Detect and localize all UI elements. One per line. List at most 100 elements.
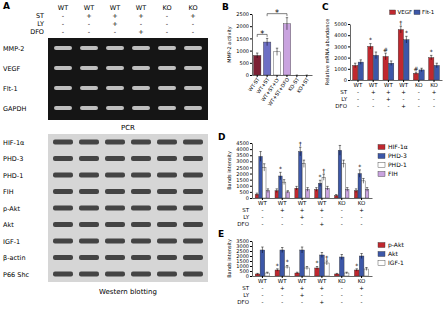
bar <box>320 255 325 276</box>
x-tick: KO <box>338 276 346 284</box>
y-tick: 0 <box>246 72 252 78</box>
error-bar <box>366 188 368 192</box>
error-line <box>323 174 324 180</box>
condition-cell: - <box>301 299 303 305</box>
condition-cell: KO <box>188 4 197 12</box>
tick-mark <box>250 155 252 156</box>
gel-band <box>54 66 72 70</box>
bar <box>362 181 365 198</box>
condition-cell: + <box>280 207 285 213</box>
error-line <box>276 189 277 193</box>
blot-row-label: HIF-1α <box>3 139 24 147</box>
error-line <box>287 191 288 193</box>
gel-band <box>132 46 150 50</box>
error-bar <box>430 55 432 59</box>
annotations: *#†*#* <box>369 19 433 72</box>
condition-label: DFO <box>237 299 249 305</box>
legend: VEGFFlt-1 <box>390 9 435 15</box>
bar <box>322 177 325 198</box>
blot-band <box>157 272 177 277</box>
blot-band <box>131 255 151 260</box>
plot-area <box>255 145 369 198</box>
blot-band <box>183 206 203 211</box>
error-bar <box>276 48 278 55</box>
condition-label: DFO <box>335 103 347 109</box>
condition-cell: + <box>86 12 91 20</box>
error-cap <box>341 254 343 255</box>
blot-row-label: FIH <box>3 188 14 196</box>
tick-mark <box>277 75 278 77</box>
blot-band <box>131 189 151 194</box>
error-bar <box>263 164 265 171</box>
error-bar <box>326 186 328 190</box>
error-cap <box>276 48 278 49</box>
bar <box>339 257 344 276</box>
error-line <box>406 36 407 43</box>
gel-band <box>158 66 176 70</box>
condition-cell: - <box>166 28 169 36</box>
error-bar <box>259 152 261 162</box>
tick-mark <box>348 35 350 36</box>
panel-a: AWTWTWTWTKOKOST-+++-+LY--+---DFO---+--MM… <box>3 1 208 296</box>
error-bar <box>301 247 303 253</box>
significance-mark: * <box>430 48 433 55</box>
error-cap <box>436 63 438 64</box>
tick-mark <box>286 75 287 77</box>
error-line <box>370 44 371 50</box>
error-bar <box>286 18 288 30</box>
tick-label: WT <box>258 278 267 284</box>
blot-band <box>105 173 125 178</box>
bar <box>334 196 337 198</box>
blot-band <box>105 206 125 211</box>
tick-mark <box>348 58 350 59</box>
legend: HIF-1αPHD-3PHD-1FIH <box>378 143 408 177</box>
x-axis: WTWTWTWTKOKO <box>253 198 373 206</box>
error-line <box>356 269 357 271</box>
error-line <box>302 247 303 253</box>
error-bar <box>256 273 258 274</box>
tick-mark <box>250 167 252 168</box>
significance-mark: † <box>322 167 325 174</box>
condition-cell: - <box>281 299 283 305</box>
error-bar <box>375 52 377 59</box>
tick-mark <box>250 186 252 187</box>
error-cap <box>286 17 288 18</box>
y-axis-title: MMP-2 activity <box>226 26 233 63</box>
error-line <box>300 147 301 156</box>
condition-cell: + <box>112 12 117 20</box>
x-tick: KO <box>415 80 423 88</box>
condition-cell: + <box>359 207 364 213</box>
y-tick: 3500 <box>236 238 252 244</box>
condition-cell: - <box>341 285 343 291</box>
tick-label: KO <box>338 278 346 284</box>
blot-band <box>53 222 73 227</box>
error-line <box>282 248 283 253</box>
condition-cell: WT <box>136 4 146 12</box>
blot-row-label: Akt <box>3 221 14 229</box>
legend-label: VEGF <box>398 9 413 15</box>
error-bar <box>360 60 362 64</box>
blot-band <box>183 239 203 244</box>
condition-cell: + <box>112 20 117 28</box>
condition-cell: + <box>432 89 437 95</box>
error-bar <box>276 189 278 193</box>
condition-cell: - <box>361 214 363 220</box>
error-bar <box>436 63 438 67</box>
error-line <box>347 188 348 192</box>
blot-band <box>105 239 125 244</box>
tick-label: 1500 <box>236 36 249 42</box>
error-cap <box>256 273 258 274</box>
tick-label: 2500 <box>236 11 249 17</box>
error-bar <box>341 255 343 260</box>
condition-cell: - <box>361 292 363 298</box>
y-axis-title: Bands intensity <box>226 239 233 278</box>
tick-label: 1000 <box>334 66 347 72</box>
bar <box>259 156 262 198</box>
error-cap <box>263 163 265 164</box>
legend-swatch <box>378 163 385 168</box>
blot-band <box>157 206 177 211</box>
error-cap <box>365 267 367 268</box>
tick-label: 4000 <box>334 32 347 38</box>
condition-cell: + <box>401 103 406 109</box>
tick-mark <box>250 51 252 52</box>
